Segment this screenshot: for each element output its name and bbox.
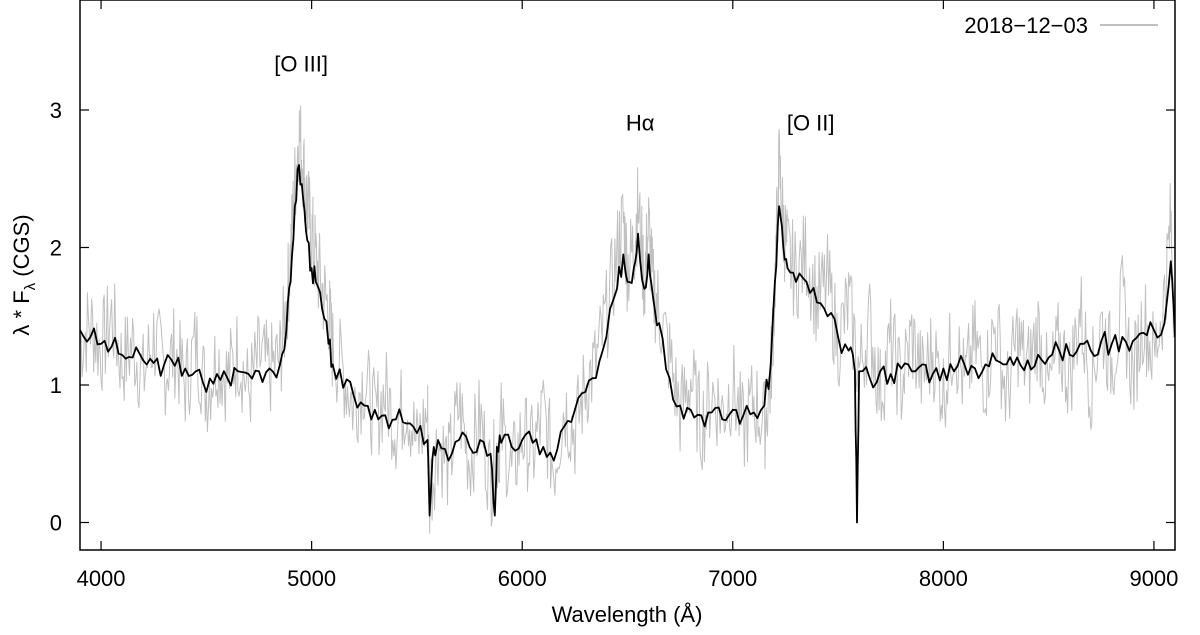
x-tick-label: 8000 <box>919 566 968 591</box>
line-annotation: [O II] <box>787 111 835 136</box>
x-tick-label: 4000 <box>77 566 126 591</box>
series-line-smoothed <box>80 164 1175 524</box>
y-axis-label: λ * Fλ (CGS) <box>9 214 39 335</box>
y-tick-label: 1 <box>50 373 62 398</box>
y-tick-label: 0 <box>50 511 62 536</box>
x-tick-label: 5000 <box>287 566 336 591</box>
line-annotation: [O III] <box>274 52 328 77</box>
x-axis-label: Wavelength (Å) <box>552 602 703 627</box>
axis-ticks: 4000 5000 6000 7000 8000 9000 0 1 2 3 <box>50 0 1178 591</box>
plot-frame <box>79 0 1176 551</box>
x-tick-label: 6000 <box>498 566 547 591</box>
y-tick-label: 2 <box>50 236 62 261</box>
x-tick-label: 9000 <box>1129 566 1178 591</box>
y-tick-label: 3 <box>50 98 62 123</box>
series-line-raw <box>80 105 1175 534</box>
x-tick-label: 7000 <box>708 566 757 591</box>
series-layer <box>80 105 1175 534</box>
legend: 2018−12−03 <box>964 13 1158 38</box>
line-annotations: [O III] Hα [O II] <box>274 52 834 136</box>
line-annotation: Hα <box>626 111 655 136</box>
legend-label: 2018−12−03 <box>964 13 1088 38</box>
